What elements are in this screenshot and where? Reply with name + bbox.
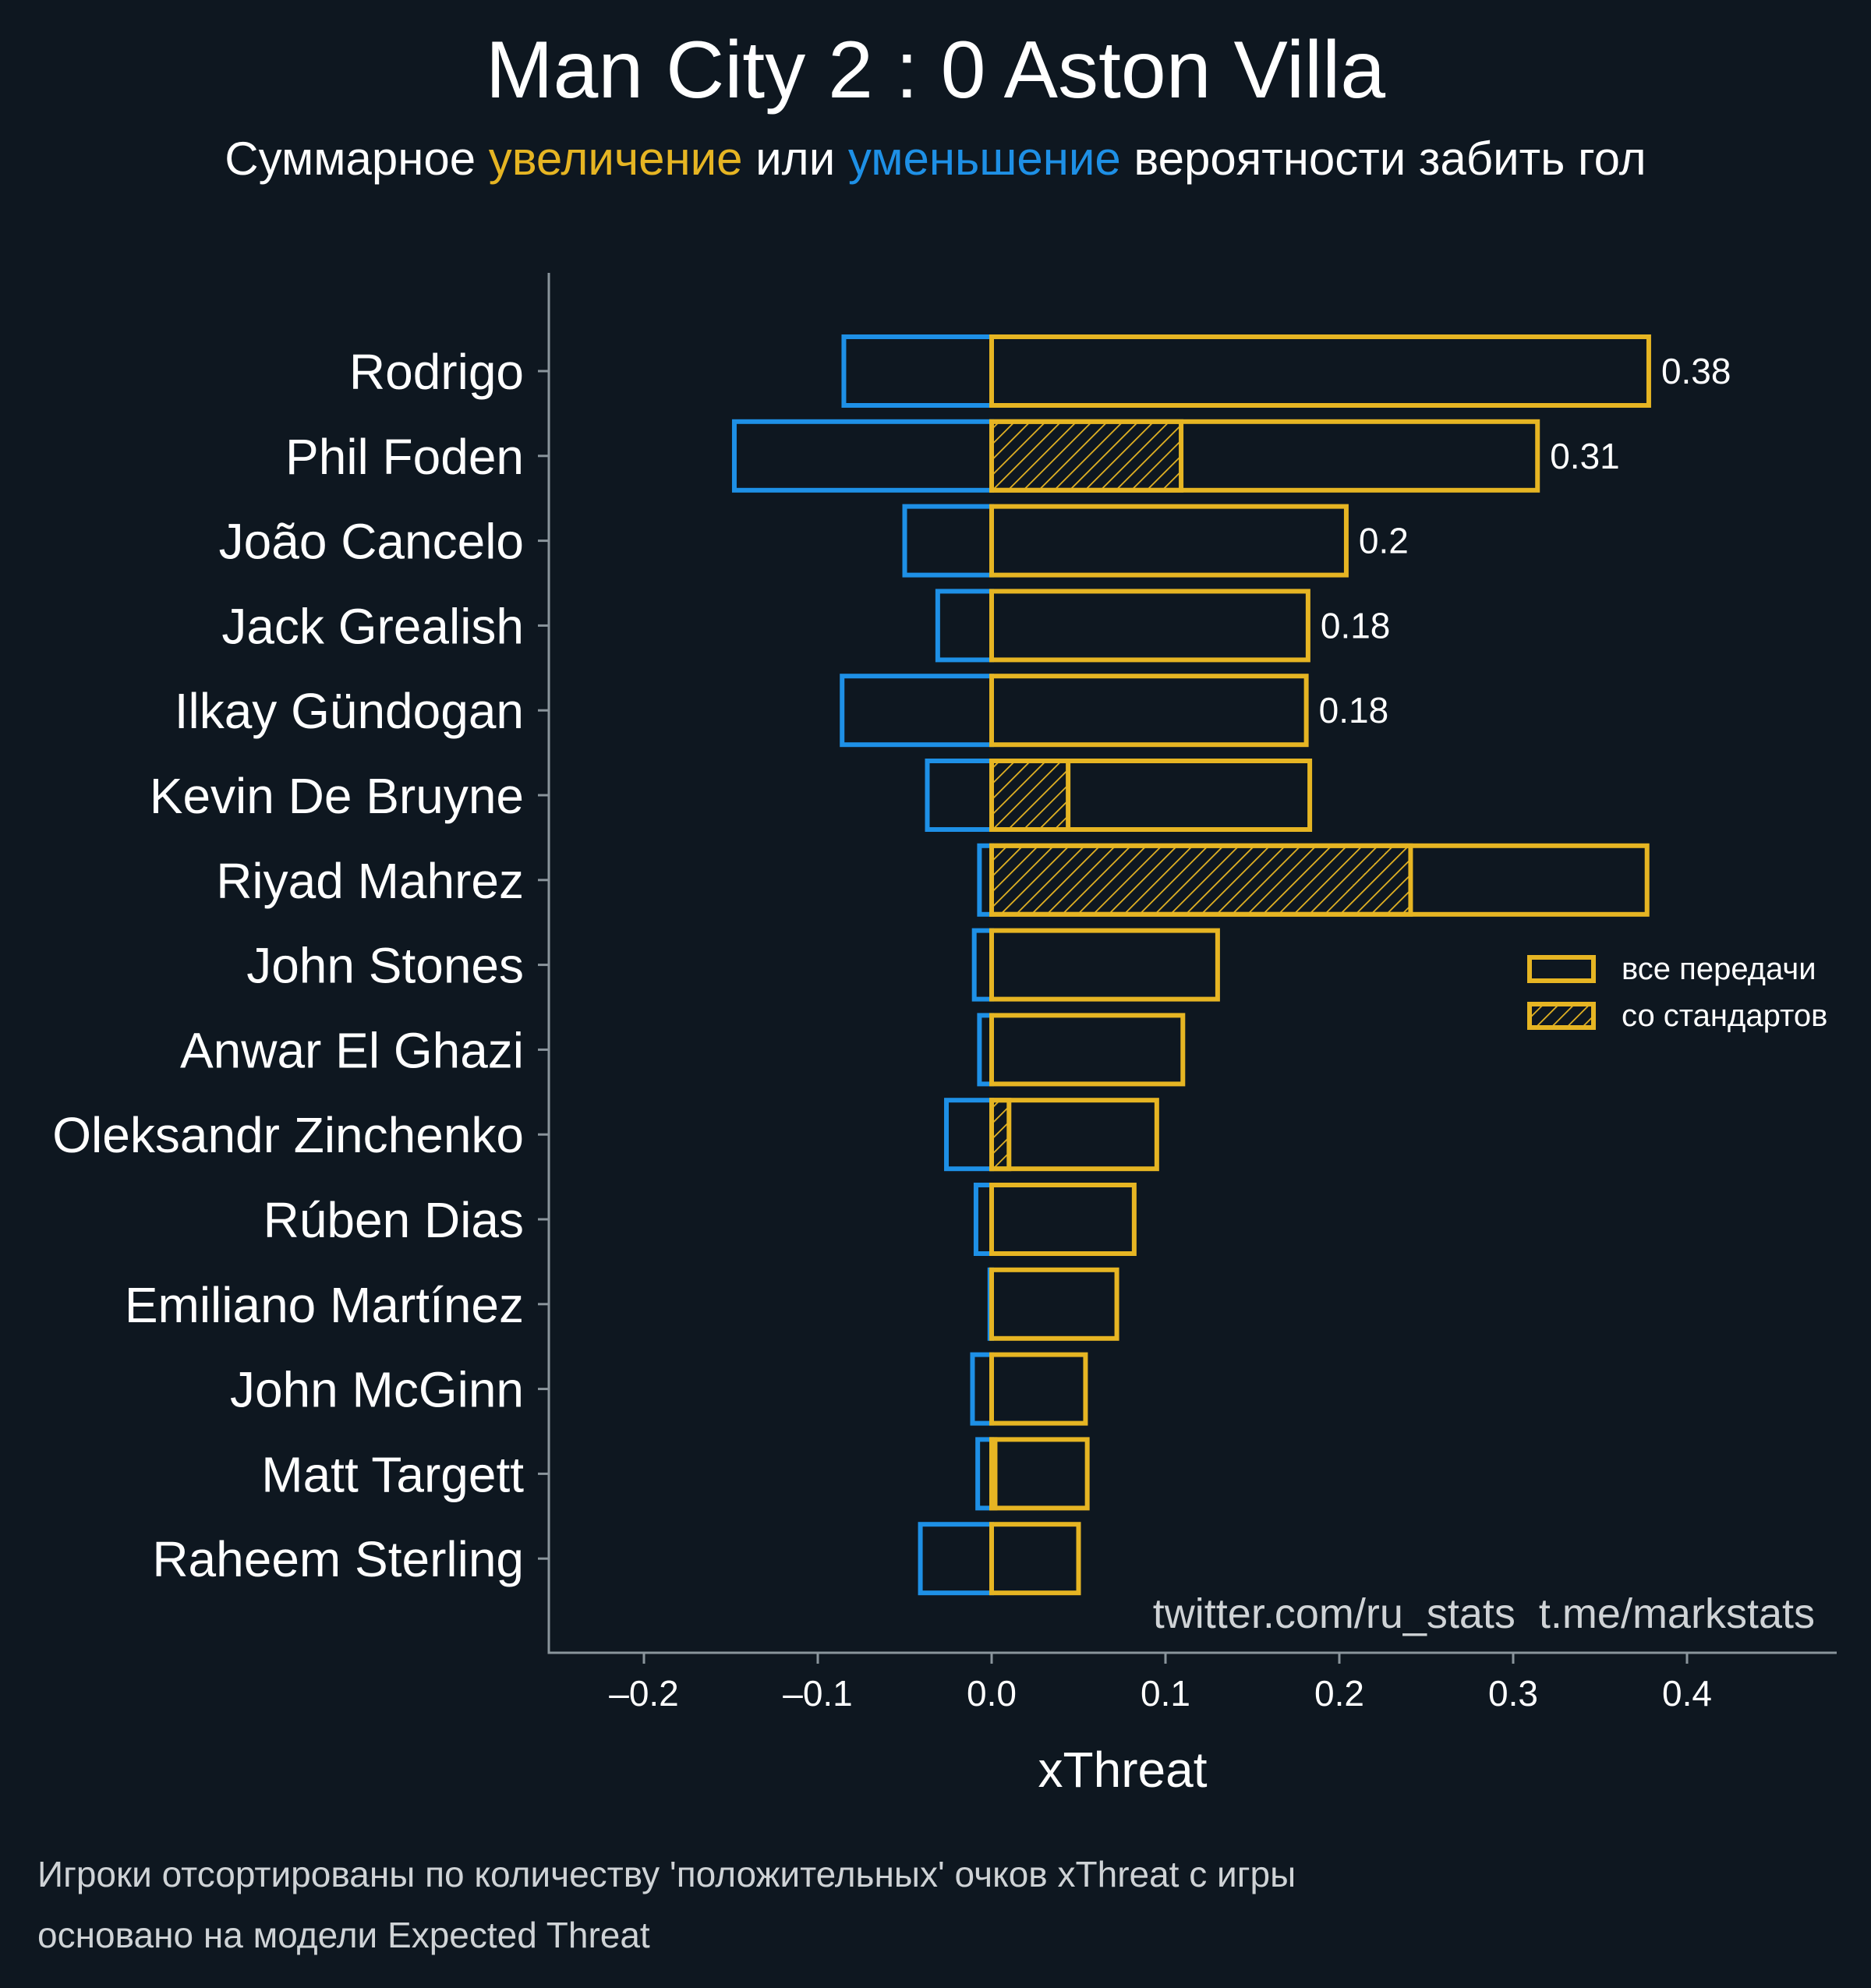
category-label: Phil Foden — [285, 429, 524, 485]
category-label: Anwar El Ghazi — [180, 1022, 524, 1078]
bar-negative — [925, 759, 994, 832]
bar-negative — [902, 504, 994, 578]
footnote-model: основано на модели Expected Threat — [37, 1915, 650, 1955]
footnote-sorting: Игроки отсортированы по количеству 'поло… — [37, 1854, 1296, 1894]
legend-item-set-pieces-label: со стандартов — [1622, 999, 1827, 1033]
subtitle-increase-word: увеличение — [488, 133, 743, 185]
bar-negative — [944, 1098, 995, 1172]
bar-negative — [973, 1183, 995, 1256]
category-label: Rúben Dias — [263, 1192, 524, 1248]
bar-set-piece — [989, 759, 1071, 832]
category-label: Ilkay Gündogan — [175, 683, 524, 739]
bars-layer — [731, 334, 1651, 1596]
category-label: Jack Grealish — [221, 598, 524, 654]
x-tick-label: 0.2 — [1314, 1673, 1364, 1714]
category-label: John Stones — [246, 938, 524, 994]
bar-positive — [989, 674, 1309, 748]
legend-item-all-passes-swatch — [1527, 955, 1596, 983]
bar-set-piece — [989, 419, 1184, 493]
bar-negative — [970, 1352, 994, 1426]
category-label: Raheem Sterling — [152, 1531, 524, 1587]
bar-positive — [989, 1522, 1081, 1596]
category-label: Kevin De Bruyne — [150, 768, 524, 824]
bar-positive — [989, 1183, 1137, 1256]
x-tick-label: 0.0 — [967, 1673, 1017, 1714]
bar-positive — [989, 1437, 1090, 1511]
bar-negative — [840, 674, 994, 748]
data-label: 0.31 — [1550, 436, 1620, 476]
category-label: Rodrigo — [349, 344, 524, 400]
bar-positive — [989, 1013, 1186, 1087]
x-tick-label: 0.1 — [1141, 1673, 1190, 1714]
bar-positive — [989, 589, 1310, 663]
subtitle-middle: или — [742, 133, 848, 185]
legend-item-all-passes-label: все передачи — [1622, 952, 1816, 986]
bar-positive — [989, 334, 1651, 408]
bar-positive — [989, 928, 1220, 1002]
data-label: 0.18 — [1319, 690, 1389, 730]
bar-positive — [989, 504, 1349, 578]
bar-negative — [918, 1522, 994, 1596]
bar-positive — [989, 1267, 1119, 1341]
category-label: João Cancelo — [219, 514, 524, 570]
bar-negative — [935, 589, 994, 663]
category-label: Matt Targett — [261, 1446, 524, 1502]
subtitle-decrease-word: уменьшение — [847, 133, 1121, 185]
legend: все передачи со стандартов — [1527, 952, 1827, 1033]
footnotes: Игроки отсортированы по количеству 'поло… — [37, 1844, 1296, 1965]
data-label: 0.18 — [1321, 605, 1391, 646]
data-label: 0.2 — [1359, 521, 1409, 561]
x-axis-label: xThreat — [1038, 1742, 1208, 1798]
category-label: Emiliano Martínez — [125, 1277, 524, 1333]
axes-layer — [538, 273, 1837, 1664]
bar-set-piece — [989, 1098, 1012, 1172]
legend-item-set-pieces-swatch — [1527, 1002, 1596, 1030]
x-tick-label: –0.1 — [783, 1673, 853, 1714]
subtitle-prefix: Суммарное — [225, 133, 489, 185]
bar-positive — [989, 1098, 1159, 1172]
chart-subtitle: Суммарное увеличение или уменьшение веро… — [0, 131, 1871, 187]
bar-set-piece — [989, 843, 1413, 917]
subtitle-suffix: вероятности забить гол — [1120, 133, 1646, 185]
chart-title: Man City 2 : 0 Aston Villa — [485, 25, 1386, 115]
category-label: Oleksandr Zinchenko — [52, 1107, 524, 1163]
bar-negative — [841, 334, 994, 408]
data-label: 0.38 — [1661, 351, 1731, 391]
bar-positive — [989, 1352, 1088, 1426]
category-label: Riyad Mahrez — [216, 853, 524, 909]
bar-set-piece — [989, 1437, 998, 1511]
labels-layer: Rodrigo 0.38 Phil Foden 0.31 João Cancelo 0.2… — [52, 344, 1731, 1714]
watermark: twitter.com/ru_stats t.me/markstats — [1153, 1590, 1815, 1637]
x-tick-label: –0.2 — [609, 1673, 679, 1714]
x-tick-label: 0.3 — [1488, 1673, 1538, 1714]
x-tick-label: 0.4 — [1662, 1673, 1712, 1714]
bar-negative — [731, 419, 995, 493]
category-label: John McGinn — [230, 1362, 524, 1418]
bar-negative — [971, 928, 994, 1002]
